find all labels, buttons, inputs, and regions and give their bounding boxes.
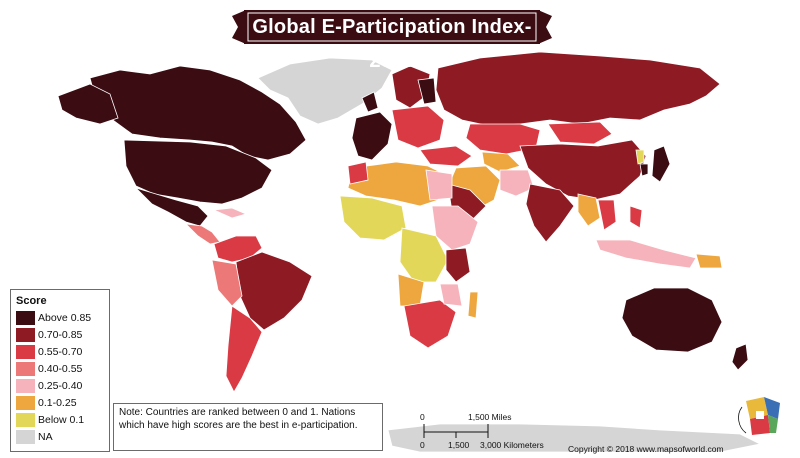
legend-swatch	[16, 310, 35, 325]
legend-swatch	[16, 395, 35, 410]
legend-title: Score	[16, 295, 47, 307]
mapsofworld-logo	[738, 397, 780, 435]
region-brazil	[235, 251, 313, 331]
region-mozambique	[439, 283, 463, 307]
scale-bar: 0 1,500 Miles 0 1,500 3,000 Kilometers	[418, 410, 548, 452]
legend-swatch	[16, 378, 35, 393]
scale-km-label: 3,000 Kilometers	[480, 440, 544, 450]
region-west-africa	[339, 195, 407, 241]
region-iran-pakistan	[499, 169, 535, 197]
note-box: Note: Countries are ranked between 0 and…	[113, 403, 383, 451]
scale-miles-label: 1,500 Miles	[468, 412, 512, 422]
region-kenya-tanzania	[445, 247, 471, 283]
legend-label: 0.1-0.25	[38, 396, 77, 409]
region-caribbean	[212, 207, 248, 219]
region-mongolia	[547, 121, 613, 145]
region-antarctica	[387, 423, 762, 453]
region-philippines	[629, 205, 643, 229]
region-new-zealand	[731, 343, 749, 371]
region-russia	[435, 51, 721, 127]
region-australia	[621, 287, 723, 353]
legend-item: Below 0.1	[16, 411, 104, 428]
scale-km-zero: 0	[420, 440, 425, 450]
legend-item: 0.1-0.25	[16, 394, 104, 411]
scale-km-mid: 1,500	[448, 440, 470, 450]
legend-label: Below 0.1	[38, 413, 85, 426]
title-banner	[232, 10, 552, 44]
region-central-africa	[399, 227, 449, 283]
legend-item: 0.70-0.85	[16, 326, 104, 343]
region-finland	[417, 77, 437, 105]
scale-bar-graphic	[423, 424, 489, 438]
region-morocco	[347, 161, 369, 185]
legend-swatch	[16, 412, 35, 427]
region-southeast-asia	[577, 193, 601, 227]
region-venezuela-colombia	[213, 235, 263, 263]
legend-label: 0.70-0.85	[38, 328, 83, 341]
region-japan	[651, 145, 671, 183]
region-turkey	[419, 145, 473, 167]
legend-swatch	[16, 344, 35, 359]
region-canada	[89, 65, 307, 161]
region-korea	[635, 149, 645, 165]
region-central-america	[184, 223, 221, 245]
legend-item: 0.25-0.40	[16, 377, 104, 394]
region-madagascar	[467, 291, 479, 319]
region-greenland	[257, 57, 393, 125]
region-indonesia	[595, 239, 697, 269]
region-western-europe	[351, 111, 393, 161]
legend-label: 0.40-0.55	[38, 362, 83, 375]
region-egypt	[425, 169, 453, 201]
legend-item: Above 0.85	[16, 309, 104, 326]
legend-label: 0.55-0.70	[38, 345, 83, 358]
region-usa	[123, 139, 273, 205]
region-argentina-chile	[225, 305, 263, 393]
legend-label: 0.25-0.40	[38, 379, 83, 392]
region-eastern-europe	[391, 105, 445, 149]
scale-miles-zero: 0	[420, 412, 425, 422]
region-central-asia	[481, 151, 521, 173]
legend-swatch	[16, 327, 35, 342]
legend-swatch	[16, 429, 35, 444]
region-uk	[361, 91, 379, 113]
region-china	[519, 139, 647, 201]
map-title: Global E-Participation Index-2016	[252, 16, 532, 72]
legend-swatch	[16, 361, 35, 376]
region-papua	[695, 253, 723, 269]
region-india	[525, 183, 575, 243]
region-south-korea	[639, 163, 649, 177]
legend: Score Above 0.85 0.70-0.85 0.55-0.70 0.4…	[10, 289, 110, 452]
legend-item: NA	[16, 428, 104, 445]
legend-label: Above 0.85	[38, 311, 92, 324]
region-southern-africa	[403, 299, 457, 349]
region-peru-bolivia	[211, 259, 243, 307]
legend-item: 0.40-0.55	[16, 360, 104, 377]
region-alaska	[57, 83, 119, 125]
region-thailand-vietnam	[597, 199, 617, 231]
legend-item: 0.55-0.70	[16, 343, 104, 360]
copyright-text: Copyright © 2018 www.mapsofworld.com	[568, 444, 724, 454]
legend-label: NA	[38, 430, 53, 443]
